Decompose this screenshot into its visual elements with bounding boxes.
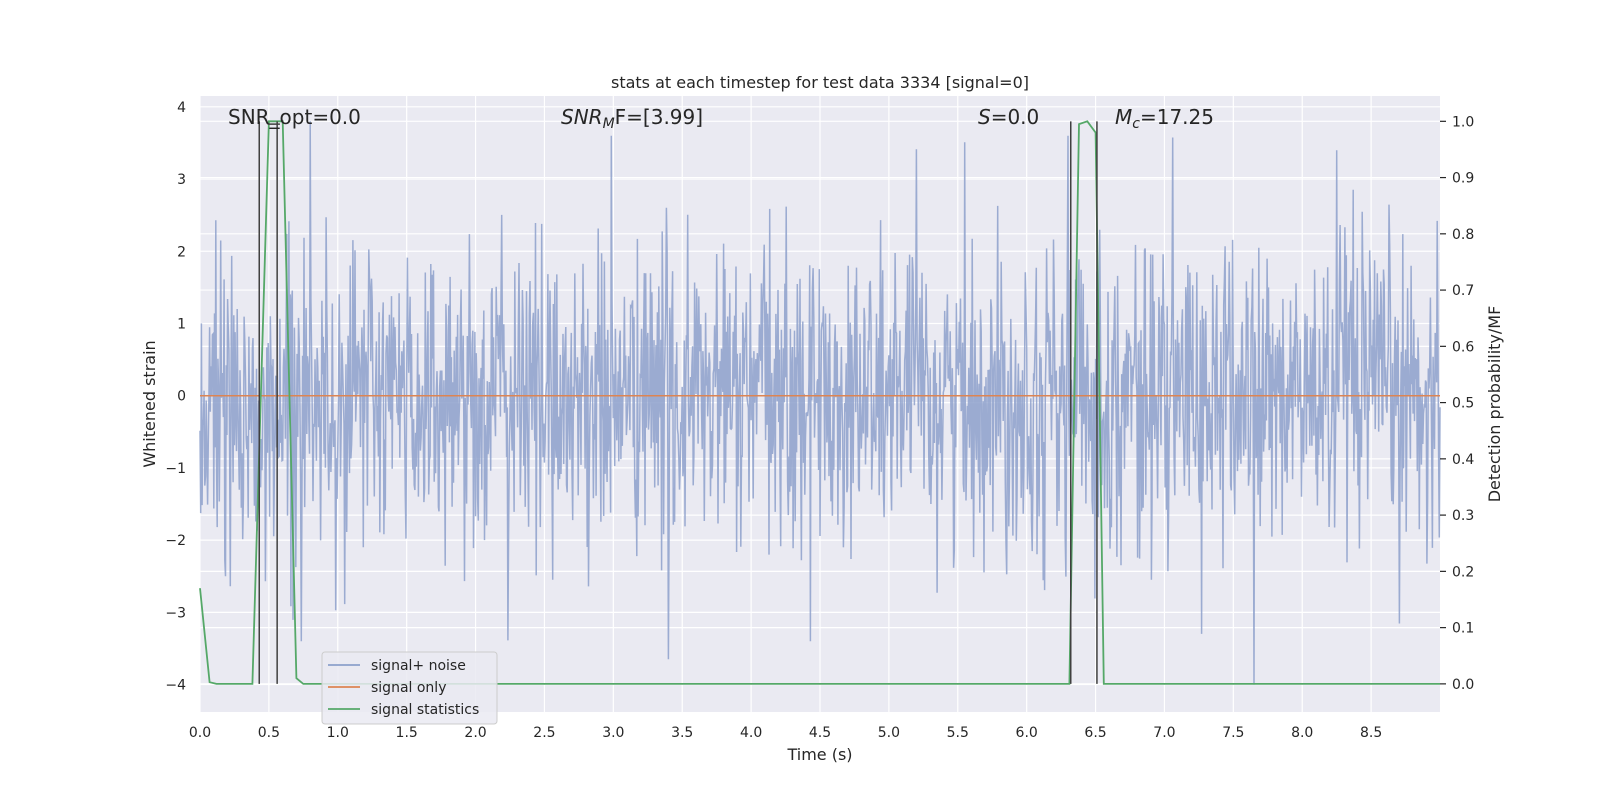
y-left-tick-label: 1 [177,316,186,332]
x-tick-label: 5.0 [878,725,900,741]
y-right-axis-ticks: 0.0 0.1 0.2 0.3 0.4 0.5 0.6 0.7 0.8 0.9 1.0 [1440,114,1474,693]
x-tick-label: 1.0 [327,725,349,741]
legend: signal+ noise signal only signal statist… [321,651,498,725]
signal-statistics-line [199,120,1440,685]
y-right-tick-label: 0.1 [1452,621,1474,637]
x-tick-label: 7.0 [1153,725,1175,741]
y-right-tick-label: 0.3 [1452,508,1474,524]
y-left-tick-label: −2 [165,533,186,549]
x-tick-label: 8.0 [1291,725,1313,741]
x-tick-label: 4.5 [809,725,831,741]
y-right-tick-label: 1.0 [1452,114,1474,130]
y-right-tick-label: 0.5 [1452,396,1474,412]
y-left-axis-label: Whitened strain [140,340,159,467]
y-left-tick-label: 2 [177,244,186,260]
y-left-tick-label: 4 [177,100,186,116]
x-tick-label: 0.0 [189,725,211,741]
y-right-tick-label: 0.4 [1452,452,1474,468]
y-left-tick-label: 3 [177,172,186,188]
y-right-axis-label: Detection probability/MF [1485,306,1504,503]
x-tick-label: 3.0 [602,725,624,741]
x-axis-label: Time (s) [786,745,852,764]
x-tick-label: 5.5 [947,725,969,741]
legend-label-signal-only: signal only [371,680,446,696]
y-right-tick-label: 0.2 [1452,564,1474,580]
annotation-mc: Mc=17.25 [1115,105,1214,132]
signal-statistics-series [199,120,1440,685]
annotation-s-stat: S=0.0 [978,105,1039,129]
annotation-snr-mf: SNRMF=[3.99] [561,105,703,132]
y-left-tick-label: 0 [177,389,186,405]
legend-box [321,651,498,725]
x-tick-label: 0.5 [258,725,280,741]
x-axis-ticks: 0.0 0.5 1.0 1.5 2.0 2.5 3.0 3.5 4.0 4.5 5.0 5.5 6.0 6… [189,725,1382,741]
annotations: SNR_opt=0.0 SNRMF=[3.99] S=0.0 Mc=17.25 [228,105,1214,132]
y-left-tick-label: −1 [165,461,186,477]
y-left-axis-ticks: −4 −3 −2 −1 0 1 2 3 4 [165,100,186,694]
x-tick-label: 7.5 [1222,725,1244,741]
y-right-tick-label: 0.9 [1452,171,1474,187]
legend-label-signal-noise: signal+ noise [371,658,466,674]
signal-noise-line [199,121,1441,685]
signal-noise-series [199,121,1441,685]
y-right-tick-label: 0.7 [1452,283,1474,299]
y-right-tick-label: 0.6 [1452,339,1474,355]
y-right-tick-label: 0.0 [1452,677,1474,693]
marker-lines [258,121,1098,684]
x-tick-label: 4.0 [740,725,762,741]
chart-title: stats at each timestep for test data 333… [611,73,1029,92]
annotation-snr-opt: SNR_opt=0.0 [228,105,361,129]
x-tick-label: 6.0 [1016,725,1038,741]
x-tick-label: 8.5 [1360,725,1382,741]
x-tick-label: 1.5 [396,725,418,741]
y-right-tick-label: 0.8 [1452,227,1474,243]
y-left-tick-label: −4 [165,678,186,694]
x-tick-label: 6.5 [1084,725,1106,741]
x-tick-label: 2.0 [464,725,486,741]
y-left-tick-label: −3 [165,605,186,621]
x-tick-label: 2.5 [533,725,555,741]
legend-label-signal-statistics: signal statistics [371,702,479,718]
x-tick-label: 3.5 [671,725,693,741]
